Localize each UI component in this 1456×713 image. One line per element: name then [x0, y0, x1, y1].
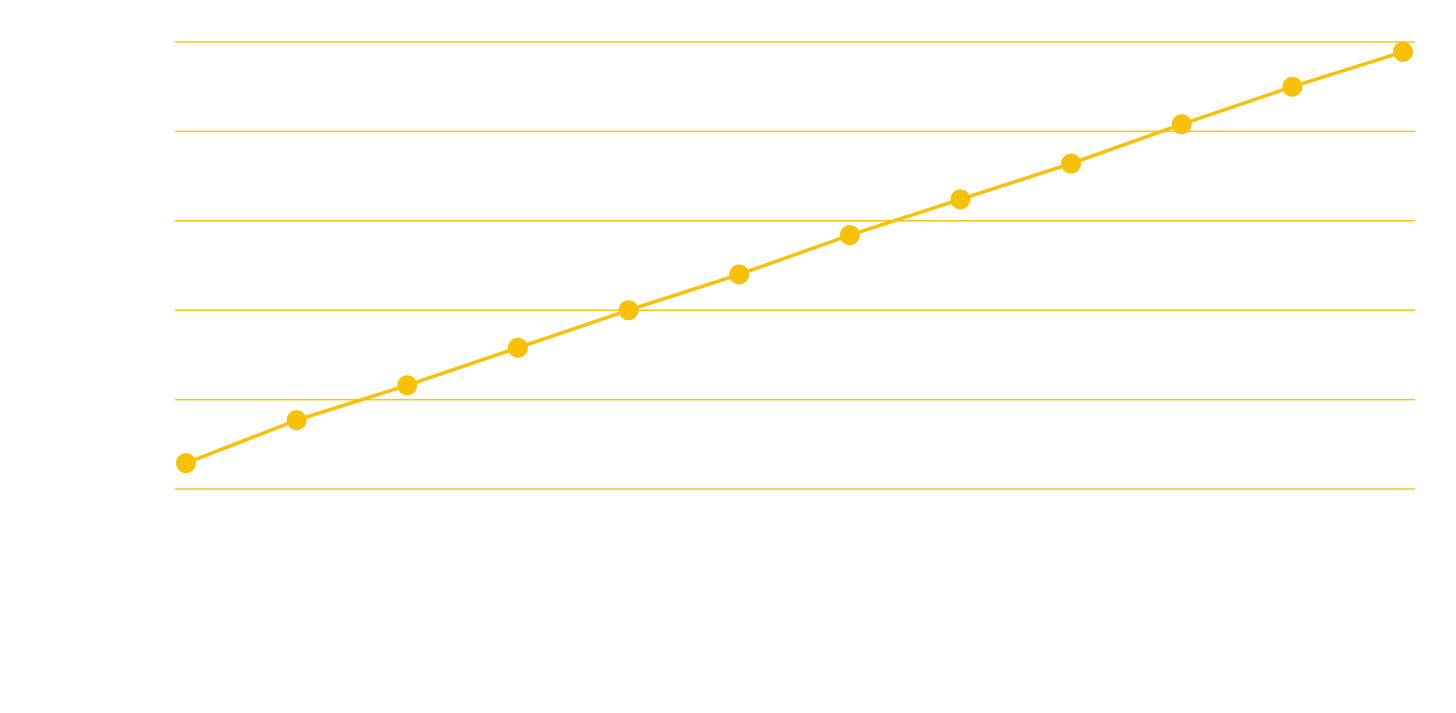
line-series [185, 50, 1404, 465]
data-point [1282, 76, 1303, 97]
data-point [286, 410, 307, 431]
data-point [950, 189, 971, 210]
data-point [618, 300, 639, 321]
data-point [839, 225, 860, 246]
data-point [176, 453, 196, 474]
data-point [1171, 114, 1192, 135]
data-point [729, 264, 750, 285]
data-point [1393, 41, 1413, 62]
data-point [397, 375, 418, 396]
data-point [507, 337, 528, 358]
data-point [1061, 153, 1082, 174]
